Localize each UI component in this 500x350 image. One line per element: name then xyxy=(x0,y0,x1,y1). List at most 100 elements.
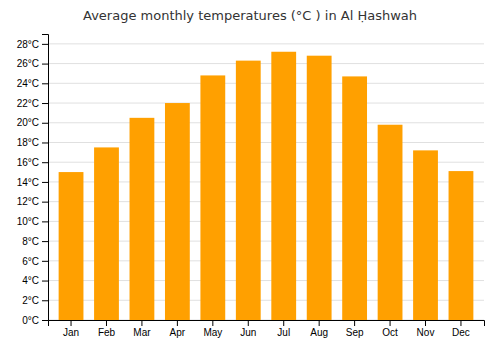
tick-mark xyxy=(42,320,48,321)
tick-mark xyxy=(390,320,391,326)
tick-mark xyxy=(42,221,48,222)
tick: 0°C xyxy=(22,315,48,326)
tick-label: Feb xyxy=(98,327,116,338)
tick-label: Dec xyxy=(452,327,470,338)
grid-line xyxy=(48,142,484,143)
tick-label: Sep xyxy=(346,327,364,338)
tick-mark xyxy=(141,320,142,326)
tick-label: 12°C xyxy=(17,196,39,207)
bar xyxy=(342,76,367,320)
tick-mark xyxy=(42,241,48,242)
tick: May xyxy=(203,320,222,338)
tick-mark xyxy=(42,123,48,124)
tick-mark xyxy=(42,182,48,183)
tick: 2°C xyxy=(22,295,48,306)
tick: Dec xyxy=(452,320,470,338)
axis-line xyxy=(42,35,49,321)
tick-mark xyxy=(425,320,426,326)
bar xyxy=(378,125,403,320)
x-axis: Jan Feb Mar Apr May Jun Jul Aug Sep Oct Nov Dec xyxy=(49,320,485,338)
chart: Average monthly temperatures (°C ) in Al… xyxy=(0,0,500,350)
tick: Mar xyxy=(133,320,151,338)
bar xyxy=(413,150,438,320)
bar xyxy=(307,56,332,320)
tick-label: 20°C xyxy=(17,117,39,128)
tick-label: 8°C xyxy=(22,236,39,247)
tick-mark xyxy=(42,83,48,84)
tick-mark xyxy=(42,162,48,163)
grid-line xyxy=(48,63,484,64)
tick-mark xyxy=(106,320,107,326)
tick-label: 24°C xyxy=(17,78,39,89)
tick: Jun xyxy=(240,320,256,338)
tick-mark xyxy=(177,320,178,326)
tick: Apr xyxy=(170,320,186,338)
tick: Sep xyxy=(346,320,364,338)
tick-mark xyxy=(248,320,249,326)
tick: Feb xyxy=(98,320,116,338)
tick: 16°C xyxy=(17,157,48,168)
tick: Jul xyxy=(277,320,290,338)
tick-label: 22°C xyxy=(17,98,39,109)
tick: 18°C xyxy=(17,137,48,148)
tick-label: Jun xyxy=(240,327,256,338)
grid-line xyxy=(48,122,484,123)
tick: 12°C xyxy=(17,196,48,207)
bar xyxy=(200,75,225,320)
bar xyxy=(165,103,190,320)
grid-line xyxy=(48,83,484,84)
tick-label: Jan xyxy=(63,327,79,338)
tick-mark xyxy=(319,320,320,326)
tick-label: May xyxy=(203,327,222,338)
tick-label: 26°C xyxy=(17,58,39,69)
tick-label: Aug xyxy=(310,327,328,338)
tick-mark xyxy=(42,261,48,262)
tick-mark xyxy=(42,281,48,282)
grid-line xyxy=(48,103,484,104)
tick-label: 2°C xyxy=(22,295,39,306)
tick-mark xyxy=(283,320,284,326)
grid-line xyxy=(48,43,484,44)
grid xyxy=(48,44,484,320)
tick: 28°C xyxy=(17,39,48,50)
tick-label: 10°C xyxy=(17,216,39,227)
tick-label: 28°C xyxy=(17,39,39,50)
tick-label: 16°C xyxy=(17,157,39,168)
tick: Oct xyxy=(382,320,398,338)
tick-label: 0°C xyxy=(22,315,39,326)
tick-label: 14°C xyxy=(17,177,39,188)
tick: Aug xyxy=(310,320,328,338)
tick: 20°C xyxy=(17,117,48,128)
tick-label: Apr xyxy=(170,327,186,338)
axis-line xyxy=(49,321,485,327)
bar xyxy=(271,52,296,320)
tick-label: 6°C xyxy=(22,256,39,267)
y-axis: 0°C 2°C 4°C 6°C 8°C 10°C 12°C 14°C 16°C 18°C 20°C 2… xyxy=(17,35,49,326)
bar xyxy=(236,61,261,320)
tick-label: Nov xyxy=(417,327,435,338)
tick-mark xyxy=(354,320,355,326)
tick-mark xyxy=(42,202,48,203)
tick: 26°C xyxy=(17,58,48,69)
plot: 0°C 2°C 4°C 6°C 8°C 10°C 12°C 14°C 16°C 18°C 20°C 2… xyxy=(17,35,485,339)
tick-mark xyxy=(212,320,213,326)
tick: Nov xyxy=(417,320,435,338)
tick-label: 18°C xyxy=(17,137,39,148)
tick-mark xyxy=(42,64,48,65)
tick-label: Oct xyxy=(382,327,398,338)
tick: 8°C xyxy=(22,236,48,247)
bar xyxy=(130,118,155,320)
tick: 10°C xyxy=(17,216,48,227)
tick-label: Mar xyxy=(133,327,151,338)
tick: 4°C xyxy=(22,275,48,286)
tick: 6°C xyxy=(22,256,48,267)
tick-mark xyxy=(42,44,48,45)
tick-label: Jul xyxy=(277,327,290,338)
tick: 22°C xyxy=(17,98,48,109)
tick-mark xyxy=(460,320,461,326)
title: Average monthly temperatures (°C ) in Al… xyxy=(83,8,417,23)
tick: 24°C xyxy=(17,78,48,89)
bar xyxy=(94,147,119,320)
tick: Jan xyxy=(63,320,79,338)
tick-mark xyxy=(42,103,48,104)
